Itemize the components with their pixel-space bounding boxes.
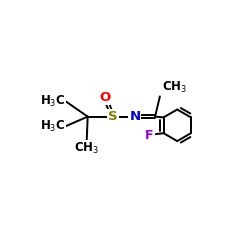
Text: CH$_3$: CH$_3$ — [162, 80, 187, 96]
Text: H$_3$C: H$_3$C — [40, 119, 66, 134]
Text: O: O — [100, 91, 111, 104]
Text: N: N — [129, 110, 140, 123]
Text: CH$_3$: CH$_3$ — [74, 141, 99, 156]
Text: H$_3$C: H$_3$C — [40, 94, 66, 109]
Text: F: F — [144, 128, 153, 141]
Text: S: S — [108, 110, 118, 123]
